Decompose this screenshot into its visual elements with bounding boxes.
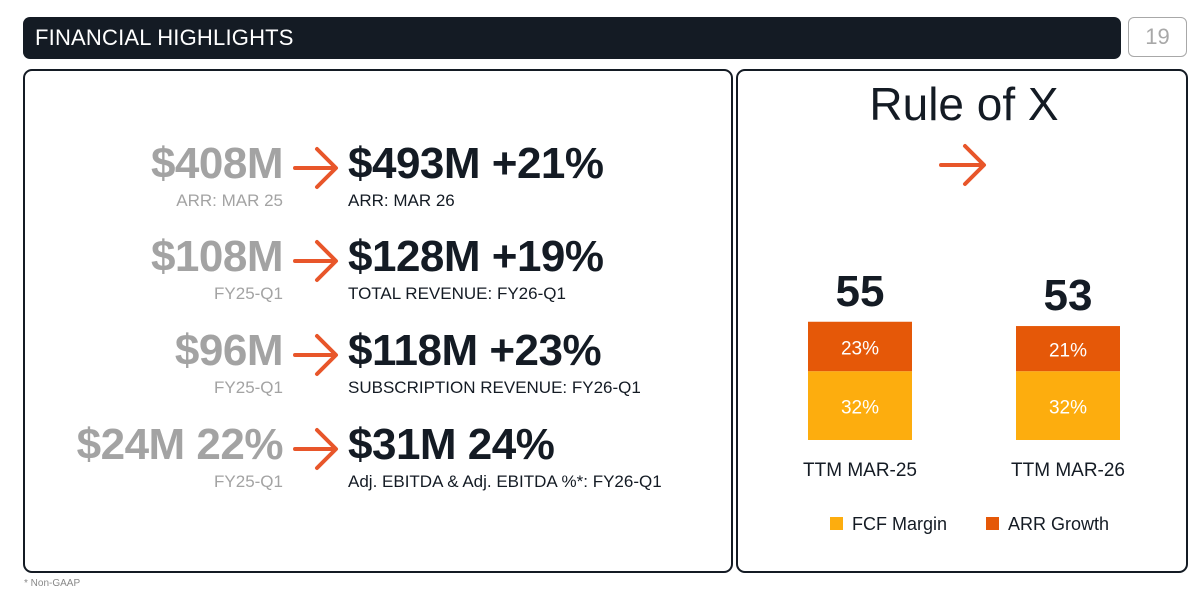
bar-segment-arr-growth xyxy=(808,321,912,372)
metric-row-arr: $408M ARR: MAR 25 $493M +21% ARR: MAR 26 xyxy=(25,139,735,219)
bar-segment-fcf-margin xyxy=(808,371,912,440)
header-bar: FINANCIAL HIGHLIGHTS xyxy=(23,17,1121,59)
metric-new-label: Adj. EBITDA & Adj. EBITDA %*: FY26-Q1 xyxy=(348,472,662,491)
chart-title: Rule of X xyxy=(869,78,1059,130)
page-number: 19 xyxy=(1128,17,1187,57)
data-label: 32% xyxy=(841,398,879,419)
metric-old-value: $96M xyxy=(174,326,284,375)
category-label: TTM MAR-25 xyxy=(803,460,917,481)
metric-new-label: ARR: MAR 26 xyxy=(348,191,455,210)
bar-segment-fcf-margin xyxy=(1016,371,1120,440)
metric-new-value: $493M +21% xyxy=(348,139,604,188)
metric-new-value: $118M +23% xyxy=(348,326,602,375)
metric-old-label: FY25-Q1 xyxy=(214,472,283,491)
category-label: TTM MAR-26 xyxy=(1011,460,1125,481)
data-label: 32% xyxy=(1049,398,1087,419)
bar-segment-arr-growth xyxy=(1016,326,1120,372)
legend-swatch xyxy=(986,517,999,530)
rule-of-x-chart: 32% 23% 55 TTM MAR-25 32% 21% 53 TTM MAR-26 FCF … xyxy=(803,144,1125,534)
total-label: 55 xyxy=(836,267,885,316)
metric-row-adj-ebitda: $24M 22% FY25-Q1 $31M 24% Adj. EBITDA & … xyxy=(25,420,735,500)
metric-row-total-revenue: $108M FY25-Q1 $128M +19% TOTAL REVENUE: … xyxy=(25,232,735,312)
metric-old-value: $108M xyxy=(150,232,284,281)
metric-old-value: $408M xyxy=(150,139,284,188)
arrow-right-icon xyxy=(293,428,338,470)
metric-new-label: TOTAL REVENUE: FY26-Q1 xyxy=(348,284,566,303)
metric-old-label: FY25-Q1 xyxy=(214,378,283,397)
total-label: 53 xyxy=(1044,271,1093,320)
metric-old-value: $24M 22% xyxy=(76,420,284,469)
metrics-panel: $408M ARR: MAR 25 $493M +21% ARR: MAR 26… xyxy=(23,69,733,573)
legend-label: FCF Margin xyxy=(852,514,947,534)
metric-old-label: ARR: MAR 25 xyxy=(176,191,283,210)
arrow-right-icon xyxy=(293,147,338,189)
metric-new-value: $31M 24% xyxy=(348,420,555,469)
data-label: 21% xyxy=(1049,341,1087,362)
metric-old-label: FY25-Q1 xyxy=(214,284,283,303)
metric-new-label: SUBSCRIPTION REVENUE: FY26-Q1 xyxy=(348,378,641,397)
arrow-right-icon xyxy=(293,240,338,282)
data-label: 23% xyxy=(841,338,879,359)
legend-swatch xyxy=(830,517,843,530)
metric-row-subscription-revenue: $96M FY25-Q1 $118M +23% SUBSCRIPTION REV… xyxy=(25,326,735,406)
footnote: * Non-GAAP xyxy=(24,578,81,589)
legend-label: ARR Growth xyxy=(1008,514,1109,534)
rule-of-x-panel: Rule of X 32% 23% 55 TTM MAR-25 32% 21% 53 TTM … xyxy=(736,69,1188,573)
arrow-right-icon xyxy=(939,144,986,186)
arrow-right-icon xyxy=(293,334,338,376)
metric-new-value: $128M +19% xyxy=(348,232,604,281)
page-title: FINANCIAL HIGHLIGHTS xyxy=(35,25,294,50)
